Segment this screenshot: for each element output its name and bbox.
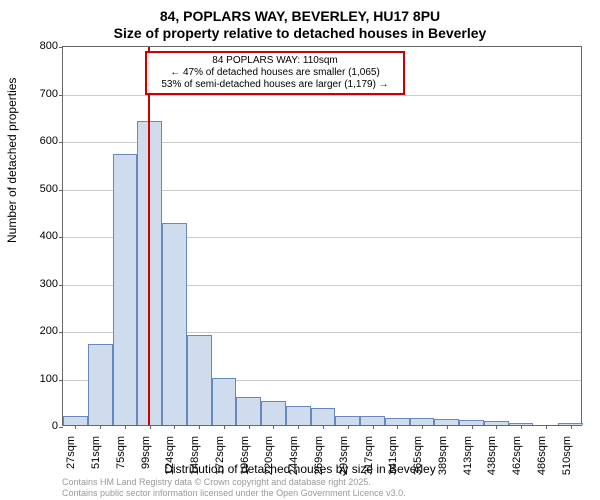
plot-area: 84 POPLARS WAY: 110sqm← 47% of detached …	[62, 46, 582, 426]
annotation-line: 84 POPLARS WAY: 110sqm	[150, 55, 400, 67]
xtick-mark	[472, 425, 473, 429]
xtick-mark	[125, 425, 126, 429]
attribution: Contains HM Land Registry data © Crown c…	[62, 477, 406, 498]
xtick-label: 196sqm	[239, 436, 251, 476]
xtick-mark	[496, 425, 497, 429]
annotation-line: ← 47% of detached houses are smaller (1,…	[150, 67, 400, 79]
xtick-label: 413sqm	[462, 436, 474, 476]
xtick-label: 220sqm	[263, 436, 275, 476]
bar	[162, 223, 187, 425]
xtick-label: 365sqm	[412, 436, 424, 476]
bar	[88, 344, 113, 425]
bar	[236, 397, 261, 426]
ytick-mark	[59, 142, 63, 143]
ytick-mark	[59, 95, 63, 96]
ytick-mark	[59, 380, 63, 381]
ytick-label: 500	[40, 183, 58, 195]
ytick-label: 0	[52, 420, 58, 432]
ytick-label: 100	[40, 373, 58, 385]
xtick-mark	[373, 425, 374, 429]
xtick-mark	[100, 425, 101, 429]
xtick-mark	[323, 425, 324, 429]
xtick-label: 269sqm	[313, 436, 325, 476]
bar	[63, 416, 88, 426]
ytick-label: 400	[40, 230, 58, 242]
xtick-label: 51sqm	[90, 436, 102, 476]
xtick-mark	[224, 425, 225, 429]
xtick-label: 27sqm	[65, 436, 77, 476]
attribution-line-2: Contains public sector information licen…	[62, 488, 406, 498]
title-line-2: Size of property relative to detached ho…	[0, 25, 600, 42]
ytick-mark	[59, 190, 63, 191]
bar	[212, 378, 237, 426]
bar	[385, 418, 410, 425]
y-axis-label: Number of detached properties	[5, 78, 19, 243]
xtick-mark	[521, 425, 522, 429]
ytick-mark	[59, 285, 63, 286]
xtick-label: 99sqm	[140, 436, 152, 476]
bar	[113, 154, 138, 425]
xtick-mark	[199, 425, 200, 429]
ytick-label: 200	[40, 325, 58, 337]
bar	[360, 416, 385, 425]
ytick-label: 800	[40, 40, 58, 52]
bar	[261, 401, 286, 425]
xtick-mark	[348, 425, 349, 429]
xtick-label: 317sqm	[363, 436, 375, 476]
xtick-mark	[298, 425, 299, 429]
ytick-mark	[59, 47, 63, 48]
xtick-label: 75sqm	[115, 436, 127, 476]
annotation-box: 84 POPLARS WAY: 110sqm← 47% of detached …	[145, 51, 405, 95]
bar	[311, 408, 336, 425]
xtick-mark	[150, 425, 151, 429]
attribution-line-1: Contains HM Land Registry data © Crown c…	[62, 477, 406, 487]
xtick-mark	[249, 425, 250, 429]
xtick-label: 148sqm	[189, 436, 201, 476]
chart-titles: 84, POPLARS WAY, BEVERLEY, HU17 8PU Size…	[0, 8, 600, 42]
xtick-label: 244sqm	[288, 436, 300, 476]
ytick-mark	[59, 237, 63, 238]
xtick-mark	[571, 425, 572, 429]
xtick-label: 341sqm	[387, 436, 399, 476]
xtick-label: 293sqm	[338, 436, 350, 476]
xtick-label: 124sqm	[164, 436, 176, 476]
bar	[410, 418, 435, 425]
annotation-line: 53% of semi-detached houses are larger (…	[150, 79, 400, 91]
xtick-mark	[546, 425, 547, 429]
bar	[286, 406, 311, 425]
ytick-label: 300	[40, 278, 58, 290]
ytick-label: 700	[40, 88, 58, 100]
title-line-1: 84, POPLARS WAY, BEVERLEY, HU17 8PU	[0, 8, 600, 25]
xtick-label: 172sqm	[214, 436, 226, 476]
ytick-label: 600	[40, 135, 58, 147]
xtick-label: 462sqm	[511, 436, 523, 476]
xtick-mark	[273, 425, 274, 429]
xtick-mark	[397, 425, 398, 429]
xtick-mark	[75, 425, 76, 429]
xtick-label: 389sqm	[437, 436, 449, 476]
xtick-label: 486sqm	[536, 436, 548, 476]
xtick-mark	[422, 425, 423, 429]
xtick-mark	[447, 425, 448, 429]
bar	[335, 416, 360, 426]
ytick-mark	[59, 427, 63, 428]
xtick-mark	[174, 425, 175, 429]
ytick-mark	[59, 332, 63, 333]
bar	[187, 335, 212, 425]
xtick-label: 438sqm	[486, 436, 498, 476]
marker-line	[148, 47, 150, 425]
xtick-label: 510sqm	[561, 436, 573, 476]
